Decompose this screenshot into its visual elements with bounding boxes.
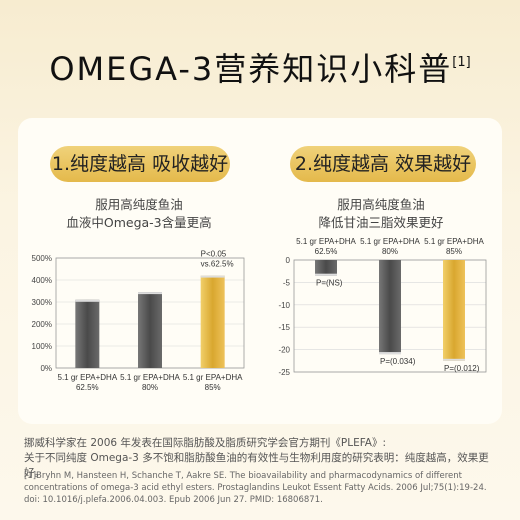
absorption-chart: 0%100%200%300%400%500%5.1 gr EPA+DHA62.5… bbox=[32, 250, 245, 392]
panel-subtitle-2: 降低甘油三脂效果更好 bbox=[318, 215, 444, 230]
x-tick-label: 5.1 gr EPA+DHA bbox=[58, 373, 118, 382]
y-tick-label: 100% bbox=[32, 342, 52, 351]
bar bbox=[200, 275, 225, 368]
panel-efficacy: 2.纯度越高 效果越好 服用高纯度鱼油 降低甘油三脂效果更好 0 -5 -10 -15… bbox=[260, 118, 502, 424]
bar bbox=[75, 299, 100, 368]
title-reference: [1] bbox=[452, 55, 471, 70]
title-text: OMEGA-3营养知识小科普 bbox=[49, 50, 453, 88]
annotation: P<0.05 bbox=[201, 250, 227, 259]
y-tick-label: 300% bbox=[32, 298, 52, 307]
x-tick-label: 5.1 gr EPA+DHA bbox=[360, 237, 420, 246]
y-tick-label: -15 bbox=[278, 323, 290, 332]
bar bbox=[315, 260, 337, 276]
content-card: 1.纯度越高 吸收越好 服用高纯度鱼油 血液中Omega-3含量更高 0% 100… bbox=[18, 118, 502, 424]
annotation: P=(0.012) bbox=[444, 364, 480, 373]
x-tick-label: 85% bbox=[205, 383, 221, 392]
y-tick-label: 0 bbox=[286, 256, 291, 265]
bar bbox=[443, 260, 465, 361]
bar bbox=[138, 292, 162, 368]
triglyceride-chart: 0-5-10-15-20-255.1 gr EPA+DHA62.5%P=(NS)… bbox=[278, 237, 487, 377]
y-tick-label: -25 bbox=[278, 368, 290, 377]
x-tick-label: 80% bbox=[142, 383, 158, 392]
y-tick-label: 400% bbox=[32, 276, 52, 285]
y-tick-label: -5 bbox=[283, 278, 291, 287]
y-tick-label: 200% bbox=[32, 320, 52, 329]
footnote-line-1: 挪威科学家在 2006 年发表在国际脂肪酸及脂质研究学会官方期刊《PLEFA》: bbox=[24, 437, 387, 449]
footnote-line-2: 关于不同纯度 Omega-3 多不饱和脂肪酸鱼油的有效性与生物利用度的研究表明：… bbox=[24, 452, 489, 479]
x-tick-label: 5.1 gr EPA+DHA bbox=[424, 237, 484, 246]
panel-absorption: 1.纯度越高 吸收越好 服用高纯度鱼油 血液中Omega-3含量更高 0% 100… bbox=[18, 118, 260, 424]
y-tick-label: -10 bbox=[278, 301, 290, 310]
page-title: OMEGA-3营养知识小科普[1] bbox=[0, 44, 520, 90]
x-tick-label: 5.1 gr EPA+DHA bbox=[296, 237, 356, 246]
bar-cap bbox=[315, 273, 337, 276]
x-tick-label: 5.1 gr EPA+DHA bbox=[183, 373, 243, 382]
panel-subtitle-1: 服用高纯度鱼油 bbox=[95, 197, 183, 212]
x-tick-label: 5.1 gr EPA+DHA bbox=[120, 373, 180, 382]
annotation: vs.62.5% bbox=[201, 260, 234, 269]
panel-subtitle-1: 服用高纯度鱼油 bbox=[337, 197, 425, 212]
annotation: P=(NS) bbox=[316, 279, 343, 288]
panel-heading: 1.纯度越高 吸收越好 bbox=[50, 146, 230, 182]
footnote-reference: [1]Bryhn M, Hansteen H, Schanche T, Aakr… bbox=[24, 471, 487, 505]
x-tick-label: 62.5% bbox=[315, 247, 338, 256]
annotation: P=(0.034) bbox=[380, 357, 416, 366]
panel-subtitle-2: 血液中Omega-3含量更高 bbox=[66, 215, 212, 230]
bar-cap bbox=[443, 358, 465, 361]
panel-heading: 2.纯度越高 效果越好 bbox=[290, 146, 476, 182]
bar bbox=[379, 260, 401, 355]
bar-cap bbox=[379, 352, 401, 355]
y-tick-label: 500% bbox=[32, 254, 52, 263]
x-tick-label: 80% bbox=[382, 247, 398, 256]
bar-cap bbox=[200, 275, 225, 278]
y-tick-label: -20 bbox=[278, 346, 290, 355]
x-tick-label: 85% bbox=[446, 247, 462, 256]
bar-cap bbox=[138, 292, 162, 295]
y-tick-label: 0% bbox=[40, 364, 52, 373]
x-tick-label: 62.5% bbox=[76, 383, 99, 392]
bar-cap bbox=[75, 299, 100, 302]
